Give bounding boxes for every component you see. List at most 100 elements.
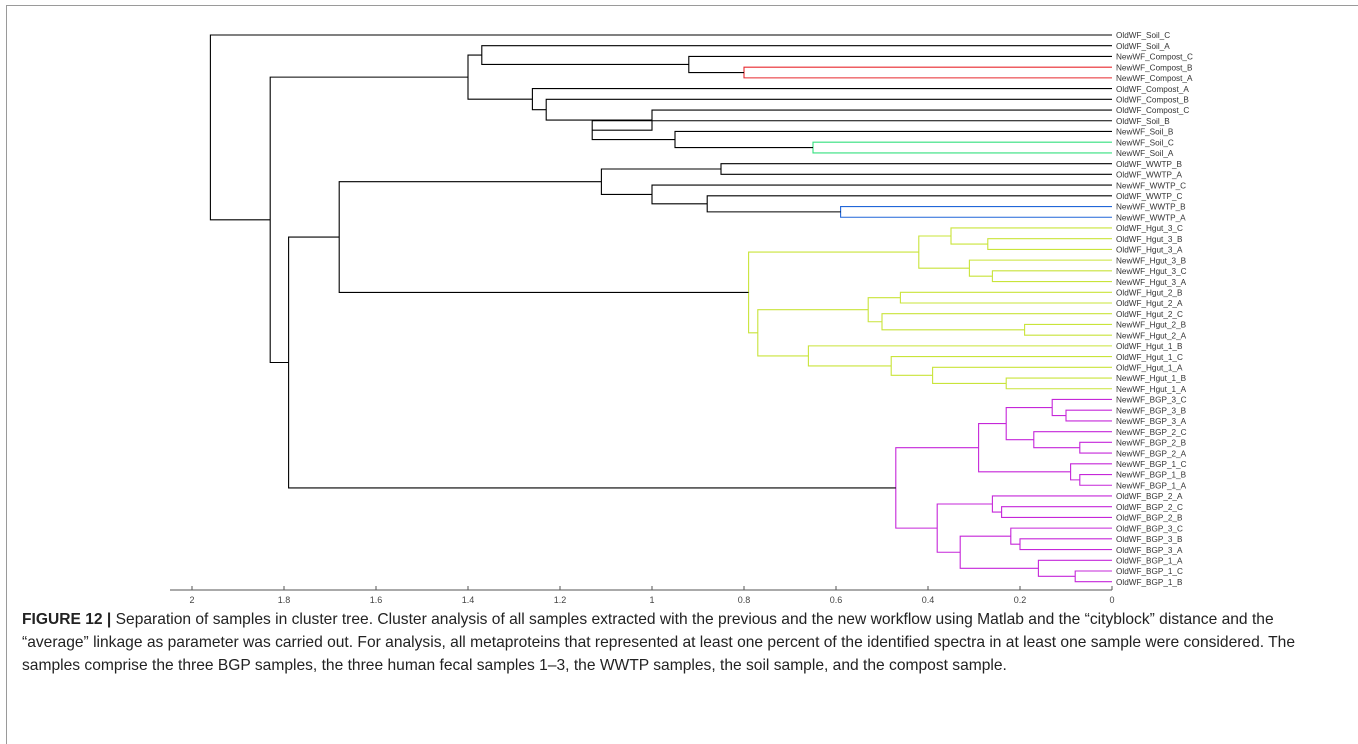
dendrogram-link <box>1033 431 1112 449</box>
leaf-label: OldWF_Soil_C <box>1116 31 1170 40</box>
x-tick-label: 1.8 <box>278 595 291 605</box>
dendrogram-link <box>959 535 1039 569</box>
leaf-label: NewWF_BGP_3_A <box>1116 417 1187 426</box>
dendrogram-link <box>936 503 993 553</box>
dendrogram-link <box>1019 538 1112 551</box>
dendrogram-link <box>840 205 1112 218</box>
dendrogram-link <box>890 356 1112 376</box>
x-tick-label: 0.4 <box>922 595 935 605</box>
leaf-label: NewWF_WWTP_C <box>1116 181 1186 190</box>
leaf-label: NewWF_Compost_A <box>1116 74 1193 83</box>
dendrogram: OldWF_Soil_COldWF_Soil_ANewWF_Compost_CN… <box>170 31 1193 605</box>
leaf-label: NewWF_Hgut_3_C <box>1116 267 1187 276</box>
leaf-label: OldWF_BGP_1_B <box>1116 578 1183 587</box>
figure-caption-text: Separation of samples in cluster tree. C… <box>22 611 1296 674</box>
dendrogram-link <box>932 366 1112 384</box>
dendrogram-link <box>881 313 1112 331</box>
dendrogram-link <box>591 120 1112 141</box>
leaf-label: OldWF_Hgut_3_B <box>1116 235 1183 244</box>
dendrogram-link <box>1005 377 1112 390</box>
dendrogram-link <box>1079 441 1112 454</box>
dendrogram-link <box>1065 409 1112 422</box>
leaf-label: OldWF_BGP_1_A <box>1116 556 1183 565</box>
leaf-label: NewWF_WWTP_A <box>1116 213 1186 222</box>
leaf-label: OldWF_BGP_2_C <box>1116 503 1183 512</box>
leaf-label: NewWF_Compost_C <box>1116 53 1193 62</box>
leaf-label: OldWF_Compost_A <box>1116 85 1189 94</box>
x-tick-label: 0.6 <box>830 595 843 605</box>
dendrogram-link <box>991 270 1112 283</box>
dendrogram-link <box>1001 506 1112 518</box>
dendrogram-link <box>1079 473 1112 486</box>
leaf-label: OldWF_Hgut_1_B <box>1116 342 1183 351</box>
dendrogram-link <box>1005 406 1053 441</box>
leaf-label: NewWF_Hgut_1_A <box>1116 385 1187 394</box>
figure-label: FIGURE 12 | <box>22 611 112 628</box>
dendrogram-link <box>991 495 1112 513</box>
dendrogram-link <box>950 227 1112 245</box>
dendrogram-link <box>467 54 533 100</box>
leaf-labels: OldWF_Soil_COldWF_Soil_ANewWF_Compost_CN… <box>1116 31 1193 587</box>
x-tick-label: 0.8 <box>738 595 751 605</box>
leaf-label: OldWF_WWTP_C <box>1116 192 1182 201</box>
leaf-label: NewWF_Hgut_3_B <box>1116 256 1187 265</box>
leaf-label: NewWF_BGP_2_B <box>1116 439 1187 448</box>
leaf-label: NewWF_Soil_C <box>1116 138 1174 147</box>
x-tick-label: 1.2 <box>554 595 567 605</box>
dendrogram-link <box>592 109 1112 131</box>
x-axis: 2 1.8 1.6 1.4 1.2 1 0.8 0.6 0.4 0.2 0 <box>170 586 1115 605</box>
leaf-label: NewWF_BGP_2_C <box>1116 428 1187 437</box>
dendrogram-link <box>1010 527 1112 545</box>
leaf-label: NewWF_WWTP_B <box>1116 203 1186 212</box>
leaf-label: OldWF_Hgut_1_C <box>1116 353 1183 362</box>
leaf-label: OldWF_Hgut_3_A <box>1116 246 1183 255</box>
dendrogram-link <box>600 168 721 196</box>
leaf-label: OldWF_BGP_2_A <box>1116 492 1183 501</box>
dendrogram-link <box>209 34 1112 221</box>
leaf-label: NewWF_Hgut_1_B <box>1116 374 1187 383</box>
leaf-label: OldWF_BGP_1_C <box>1116 567 1183 576</box>
leaf-label: OldWF_Hgut_3_C <box>1116 224 1183 233</box>
leaf-label: OldWF_Soil_A <box>1116 42 1170 51</box>
dendrogram-link <box>269 76 468 364</box>
leaf-label: NewWF_BGP_2_A <box>1116 449 1187 458</box>
leaf-label: OldWF_Hgut_1_A <box>1116 364 1183 373</box>
figure-frame <box>6 5 1358 744</box>
dendrogram-link <box>288 236 896 489</box>
leaf-label: NewWF_Compost_B <box>1116 63 1193 72</box>
leaf-label: OldWF_Hgut_2_B <box>1116 288 1183 297</box>
dendrogram-link <box>651 184 1112 205</box>
leaf-label: NewWF_BGP_1_A <box>1116 481 1187 490</box>
dendrogram-link <box>674 130 1112 149</box>
dendrogram-link <box>807 345 1112 367</box>
leaf-label: NewWF_Hgut_2_B <box>1116 321 1187 330</box>
dendrogram-link <box>748 251 919 334</box>
leaf-label: OldWF_WWTP_B <box>1116 160 1182 169</box>
leaf-label: NewWF_BGP_1_C <box>1116 460 1187 469</box>
figure-caption: FIGURE 12 | Separation of samples in clu… <box>22 608 1340 677</box>
leaf-label: OldWF_BGP_2_B <box>1116 514 1183 523</box>
leaf-label: OldWF_WWTP_A <box>1116 171 1182 180</box>
dendrogram-link <box>867 297 901 323</box>
x-tick-label: 1.4 <box>462 595 475 605</box>
leaf-label: OldWF_Hgut_2_C <box>1116 310 1183 319</box>
leaf-label: OldWF_Compost_B <box>1116 96 1189 105</box>
dendrogram-link <box>968 259 1112 277</box>
x-tick-label: 1 <box>649 595 654 605</box>
leaf-label: OldWF_Compost_C <box>1116 106 1189 115</box>
dendrogram-link <box>757 309 869 357</box>
dendrogram-link <box>1070 463 1112 481</box>
x-tick-label: 2 <box>189 595 194 605</box>
dendrogram-link <box>1024 323 1112 336</box>
x-tick-label: 0 <box>1109 595 1114 605</box>
leaf-label: OldWF_BGP_3_C <box>1116 524 1183 533</box>
dendrogram-link <box>720 163 1112 175</box>
leaf-label: NewWF_Hgut_2_A <box>1116 331 1187 340</box>
leaf-label: OldWF_BGP_3_B <box>1116 535 1183 544</box>
dendrogram-link <box>481 45 1112 66</box>
leaf-label: NewWF_Soil_B <box>1116 128 1174 137</box>
leaf-label: NewWF_Soil_A <box>1116 149 1174 158</box>
dendrogram-link <box>812 141 1112 154</box>
dendrogram-link <box>688 55 1112 74</box>
dendrogram-link <box>899 291 1112 304</box>
